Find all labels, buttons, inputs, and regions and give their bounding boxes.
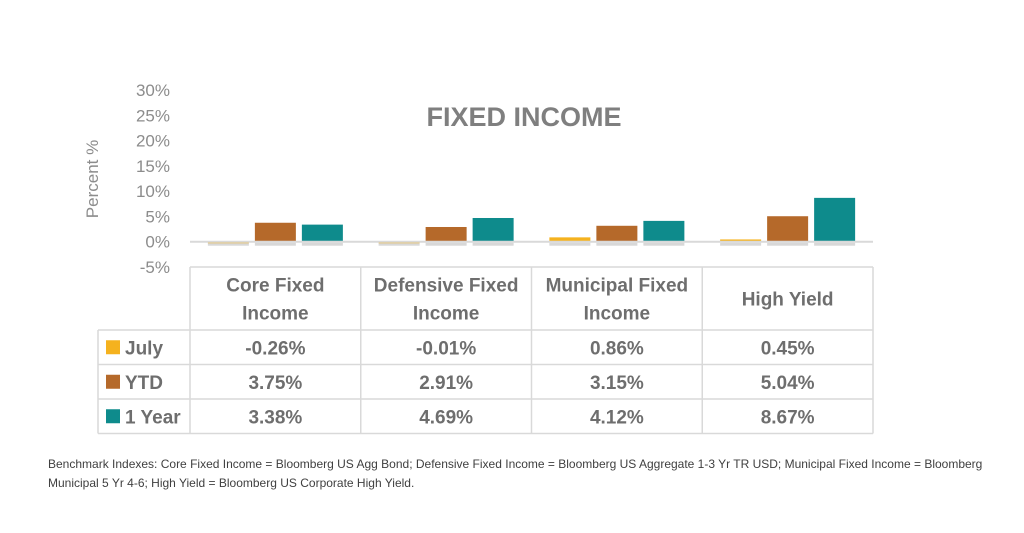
category-label: Core Fixed <box>226 276 324 297</box>
data-table: Core Fixed Income Defensive Fixed Income Mun… <box>97 266 874 435</box>
bar-shadow <box>720 242 762 246</box>
y-tick-label: 25% <box>136 106 170 125</box>
data-cell: 5.04% <box>761 373 815 394</box>
legend-label: 1 Year <box>125 407 181 428</box>
y-tick-label: 5% <box>145 207 170 226</box>
data-cell: 3.38% <box>248 407 302 428</box>
y-tick-label: 15% <box>136 157 170 176</box>
footnote: Benchmark Indexes: Core Fixed Income = B… <box>48 457 983 490</box>
legend-label: YTD <box>125 373 163 394</box>
y-tick-label: 30% <box>136 81 170 100</box>
bar-1-year <box>472 217 514 242</box>
bar-shadow <box>549 242 591 246</box>
bar-1-year <box>643 220 685 242</box>
bar-july <box>549 237 591 242</box>
bar-july <box>720 239 762 242</box>
y-tick-label: 10% <box>136 182 170 201</box>
bar-ytd <box>425 226 467 242</box>
bar-shadow <box>596 242 638 246</box>
legend-swatch <box>106 340 120 355</box>
data-cell: 3.75% <box>248 373 302 394</box>
chart-title: FIXED INCOME <box>426 102 621 132</box>
bar-shadow <box>472 242 514 246</box>
bar-shadow <box>301 242 343 246</box>
bar-ytd <box>596 225 638 242</box>
bar-ytd <box>767 216 809 242</box>
bar-shadow <box>254 242 296 246</box>
category-label: Income <box>584 304 651 325</box>
legend-label: July <box>125 338 163 359</box>
legend-swatch <box>106 374 120 389</box>
data-cell: -0.01% <box>416 338 476 359</box>
data-cell: -0.26% <box>245 338 305 359</box>
bar-1-year <box>814 197 856 242</box>
bar-shadow <box>378 242 420 246</box>
bar-ytd <box>254 222 296 242</box>
category-label: Income <box>413 304 480 325</box>
data-cell: 0.86% <box>590 338 644 359</box>
bar-shadow <box>767 242 809 246</box>
y-axis-ticks: 30% 25% 20% 15% 10% 5% 0% -5% <box>136 81 170 277</box>
data-cell: 4.12% <box>590 407 644 428</box>
bar-shadow <box>814 242 856 246</box>
data-cell: 3.15% <box>590 373 644 394</box>
legend-swatch <box>106 409 120 424</box>
bar-shadow <box>207 242 249 246</box>
fixed-income-chart: 30% 25% 20% 15% 10% 5% 0% -5% Percent % FIXED I… <box>83 81 874 435</box>
bar-shadow <box>643 242 685 246</box>
y-axis-label: Percent % <box>83 140 102 218</box>
data-cell: 0.45% <box>761 338 815 359</box>
y-tick-label: 0% <box>145 233 170 252</box>
category-label: Income <box>242 304 309 325</box>
data-cell: 2.91% <box>419 373 473 394</box>
category-label: Municipal Fixed <box>546 276 689 297</box>
y-tick-label: -5% <box>140 258 170 277</box>
y-tick-label: 20% <box>136 132 170 151</box>
bars-group <box>207 197 856 246</box>
category-label: High Yield <box>742 290 834 311</box>
data-cell: 4.69% <box>419 407 473 428</box>
data-cell: 8.67% <box>761 407 815 428</box>
bar-1-year <box>301 224 343 242</box>
category-label: Defensive Fixed <box>374 276 519 297</box>
bar-shadow <box>425 242 467 246</box>
